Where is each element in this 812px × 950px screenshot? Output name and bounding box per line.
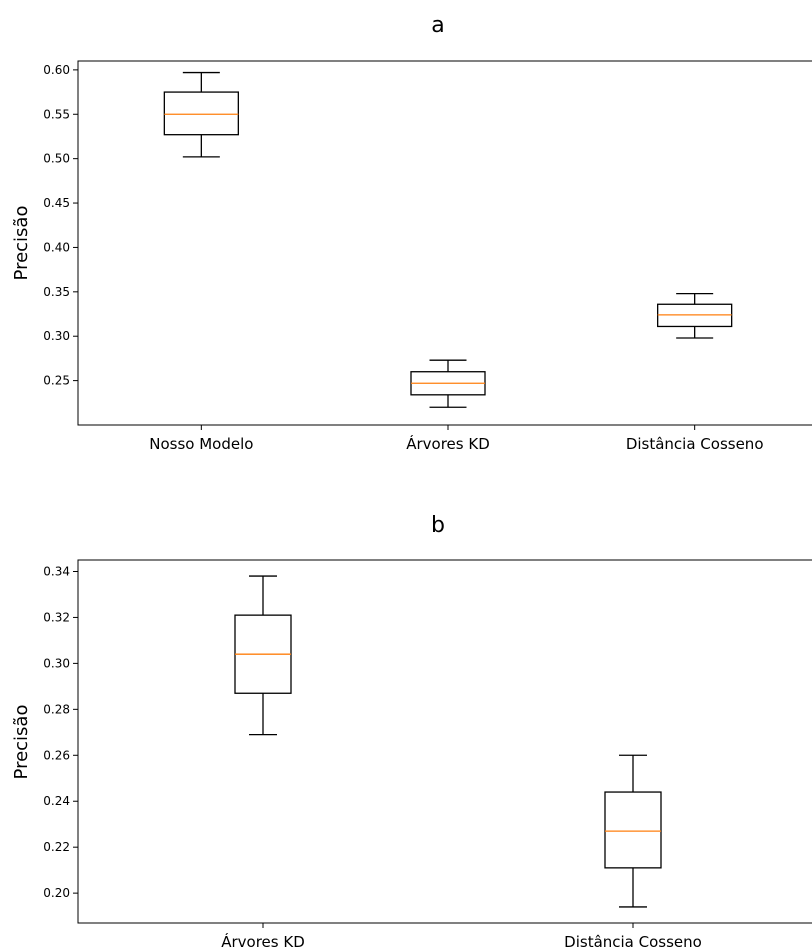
chart-b-x-axis: Árvores KD Distância Cosseno	[221, 923, 702, 950]
box-plot-2	[657, 292, 733, 339]
y-tick-label: 0.34	[43, 564, 70, 578]
y-tick-label: 0.40	[43, 240, 70, 254]
x-tick-label: Distância Cosseno	[626, 435, 764, 453]
box-iqr	[604, 791, 662, 869]
chart-b-y-axis: 0.20 0.22 0.24 0.26 0.28 0.30 0.32 0.34	[43, 564, 78, 900]
y-tick-label: 0.26	[43, 748, 70, 762]
y-tick-label: 0.22	[43, 840, 70, 854]
y-tick-label: 0.32	[43, 610, 70, 624]
y-tick-label: 0.30	[43, 329, 70, 343]
y-tick-label: 0.24	[43, 794, 70, 808]
chart-a-plot-frame	[77, 60, 812, 426]
chart-a-title: a	[431, 13, 444, 38]
x-tick-label: Distância Cosseno	[564, 933, 702, 950]
y-tick-label: 0.20	[43, 886, 70, 900]
box-plot-0	[234, 575, 292, 736]
box-iqr	[163, 91, 239, 136]
chart-a-boxes	[163, 71, 733, 408]
chart-b-boxes	[234, 575, 662, 908]
chart-b-ylabel: Precisão	[11, 705, 32, 780]
x-tick-label: Árvores KD	[221, 932, 305, 950]
y-tick-label: 0.55	[43, 107, 70, 121]
chart-a-ylabel: Precisão	[11, 206, 32, 281]
chart-b-plot-frame	[77, 559, 812, 924]
y-tick-label: 0.50	[43, 152, 70, 166]
y-tick-label: 0.35	[43, 285, 70, 299]
x-tick-label: Árvores KD	[406, 434, 490, 453]
box-plot-0	[163, 71, 239, 158]
chart-b: b Precisão 0.200.220.240.260.280.300.320…	[11, 513, 812, 950]
y-tick-label: 0.45	[43, 196, 70, 210]
y-tick-label: 0.28	[43, 702, 70, 716]
y-tick-label: 0.60	[43, 63, 70, 77]
y-tick-label: 0.30	[43, 656, 70, 670]
chart-a-x-axis: Nosso Modelo Árvores KD Distância Cosseno	[149, 425, 764, 453]
chart-b-title: b	[431, 513, 445, 538]
chart-a-y-axis: 0.25 0.30 0.35 0.40 0.45 0.50 0.55 0.60	[43, 63, 78, 388]
x-tick-label: Nosso Modelo	[149, 435, 253, 453]
y-tick-label: 0.25	[43, 374, 70, 388]
box-plot-1	[604, 754, 662, 908]
box-plot-1	[410, 359, 486, 408]
chart-a: a Precisão 0.250.300.350.400.450.500.550…	[11, 13, 812, 453]
